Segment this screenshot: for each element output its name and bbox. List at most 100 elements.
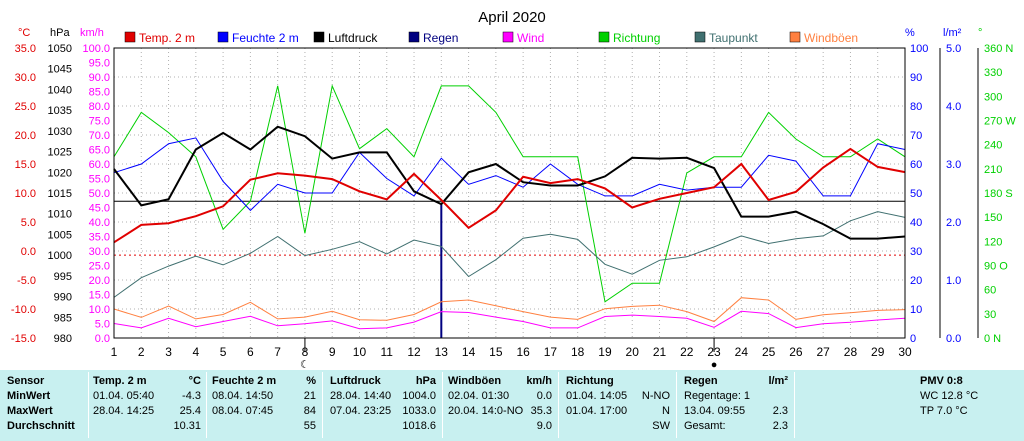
temp-header: Temp. 2 m bbox=[93, 375, 147, 387]
humidity-tick-label: 90 bbox=[910, 72, 922, 84]
legend-swatch-rain bbox=[408, 31, 420, 43]
x-tick-label: 18 bbox=[571, 345, 585, 359]
statistics-panel: Sensor MinWert MaxWert Durchschnitt Temp… bbox=[0, 370, 1024, 441]
pressure-panel: Luftdruck hPa 28.04. 14:40 1004.0 07.04. 2… bbox=[330, 374, 438, 440]
pressure-tick-label: 1030 bbox=[48, 126, 72, 138]
gust-avg-value: 9.0 bbox=[536, 420, 552, 432]
moon-phase-markers: ☾ ● bbox=[300, 338, 717, 370]
pressure-tick-label: 995 bbox=[54, 271, 72, 283]
wind-tick-label: 45.0 bbox=[89, 203, 110, 215]
legend-swatch-gust bbox=[789, 31, 801, 43]
wind-tick-label: 35.0 bbox=[89, 232, 110, 244]
direction-header: Richtung bbox=[566, 375, 614, 387]
gust-min-value: 0.0 bbox=[536, 390, 552, 402]
pmv-wc: WC 12.8 °C bbox=[920, 390, 979, 402]
x-tick-label: 26 bbox=[789, 345, 803, 359]
wind-tick-label: 90.0 bbox=[89, 72, 110, 84]
x-tick-label: 14 bbox=[462, 345, 476, 359]
wind-tick-label: 100.0 bbox=[82, 43, 110, 55]
legend-swatch-temp bbox=[124, 31, 136, 43]
wind-tick-label: 5.0 bbox=[95, 319, 110, 331]
pressure-tick-label: 1000 bbox=[48, 250, 72, 262]
pressure-max-value: 1033.0 bbox=[402, 405, 436, 417]
humidity-tick-label: 60 bbox=[910, 159, 922, 171]
humidity-min-value: 21 bbox=[303, 390, 316, 402]
humidity-panel: Feuchte 2 m% 08.04. 14:50 21 08.04. 07:45… bbox=[212, 374, 318, 440]
temp-tick-label: 20.0 bbox=[15, 130, 36, 142]
wind-tick-label: 0.0 bbox=[95, 333, 110, 345]
pressure-avg-value: 1018.6 bbox=[402, 420, 436, 432]
wind-tick-label: 70.0 bbox=[89, 130, 110, 142]
wind-tick-label: 95.0 bbox=[89, 58, 110, 70]
weather-chart: April 2020 Temp. 2 m Feuchte 2 m Luftdruck… bbox=[11, 9, 1016, 370]
wind-tick-label: 65.0 bbox=[89, 145, 110, 157]
avg-label: Durchschnitt bbox=[7, 420, 75, 432]
pressure-min-value: 1004.0 bbox=[402, 390, 436, 402]
gust-series-line bbox=[113, 297, 906, 323]
temp-min-value: -4.3 bbox=[182, 390, 201, 402]
x-tick-label: 4 bbox=[192, 345, 199, 359]
humidity-tick-label: 70 bbox=[910, 130, 922, 142]
direction-tick-label: 90 O bbox=[984, 261, 1008, 273]
axis-units: °C hPa km/h % l/m² ° bbox=[18, 27, 982, 39]
pressure-header: Luftdruck bbox=[330, 375, 381, 387]
legend-swatch-humidity bbox=[217, 31, 229, 43]
humidity-tick-label: 30 bbox=[910, 246, 922, 258]
direction-tick-label: 270 W bbox=[984, 116, 1016, 128]
legend: Temp. 2 m Feuchte 2 m Luftdruck Regen Wind Ri… bbox=[124, 31, 858, 45]
humidity-tick-label: 100 bbox=[910, 43, 928, 55]
humidity-max-value: 84 bbox=[303, 405, 316, 417]
direction-tick-label: 30 bbox=[984, 309, 996, 321]
temp-tick-label: 5.0 bbox=[21, 217, 36, 229]
chart-title: April 2020 bbox=[478, 9, 546, 26]
rain-axis-unit: l/m² bbox=[943, 27, 962, 39]
rain-max-time: 13.04. 09:55 bbox=[684, 405, 746, 417]
pressure-tick-label: 1020 bbox=[48, 167, 72, 179]
pressure-tick-label: 1005 bbox=[48, 229, 72, 241]
humidity-tick-label: 40 bbox=[910, 217, 922, 229]
humidity-min-time: 08.04. 14:50 bbox=[212, 390, 274, 402]
x-tick-label: 5 bbox=[220, 345, 227, 359]
humidity-max-time: 08.04. 07:45 bbox=[212, 405, 274, 417]
moon-phase-icon: ☾ bbox=[300, 359, 310, 370]
wind-tick-label: 85.0 bbox=[89, 87, 110, 99]
gust-unit: km/h bbox=[526, 375, 552, 387]
temp-tick-label: -5.0 bbox=[17, 275, 36, 287]
axis-ticks: 35.0 30.0 25.0 20.0 15.0 10.0 5.0 0.0 -5.0 -10.0 -… bbox=[11, 43, 1016, 345]
pressure-min-time: 28.04. 14:40 bbox=[330, 390, 392, 402]
humidity-axis-unit: % bbox=[905, 27, 915, 39]
wind-axis-unit: km/h bbox=[80, 27, 104, 39]
x-tick-label: 15 bbox=[489, 345, 503, 359]
gust-min-time: 02.04. 01:30 bbox=[448, 390, 510, 402]
legend-label-rain: Regen bbox=[423, 31, 458, 45]
series-lines bbox=[113, 84, 906, 330]
rain-unit: l/m² bbox=[768, 375, 788, 387]
x-tick-label: 29 bbox=[871, 345, 885, 359]
sensor-panel: Sensor MinWert MaxWert Durchschnitt bbox=[7, 374, 87, 440]
rain-tick-label: 2.0 bbox=[946, 217, 961, 229]
direction-tick-label: 240 bbox=[984, 140, 1002, 152]
rain-bars bbox=[440, 204, 443, 338]
temp-max-value: 25.4 bbox=[179, 405, 201, 417]
temp-series-line bbox=[113, 147, 906, 244]
pressure-tick-label: 1015 bbox=[48, 188, 72, 200]
wind-series-line bbox=[113, 310, 906, 330]
legend-label-wind: Wind bbox=[517, 31, 544, 45]
wind-tick-label: 55.0 bbox=[89, 174, 110, 186]
direction-tick-label: 0 N bbox=[984, 333, 1001, 345]
direction-max-time: 01.04. 17:00 bbox=[566, 405, 628, 417]
direction-tick-label: 60 bbox=[984, 285, 996, 297]
rain-panel: Regen l/m² Regentage: 1 13.04. 09:55 2.3 G… bbox=[684, 374, 790, 440]
pressure-tick-label: 1040 bbox=[48, 84, 72, 96]
humidity-tick-label: 10 bbox=[910, 304, 922, 316]
temp-axis-unit: °C bbox=[18, 27, 30, 39]
x-tick-label: 2 bbox=[138, 345, 145, 359]
legend-label-temp: Temp. 2 m bbox=[139, 31, 195, 45]
pressure-tick-label: 980 bbox=[54, 333, 72, 345]
dewpoint-series-line bbox=[113, 211, 906, 298]
wind-tick-label: 40.0 bbox=[89, 217, 110, 229]
min-label: MinWert bbox=[7, 390, 51, 402]
max-label: MaxWert bbox=[7, 405, 53, 417]
x-tick-label: 21 bbox=[653, 345, 667, 359]
x-tick-label: 10 bbox=[353, 345, 367, 359]
